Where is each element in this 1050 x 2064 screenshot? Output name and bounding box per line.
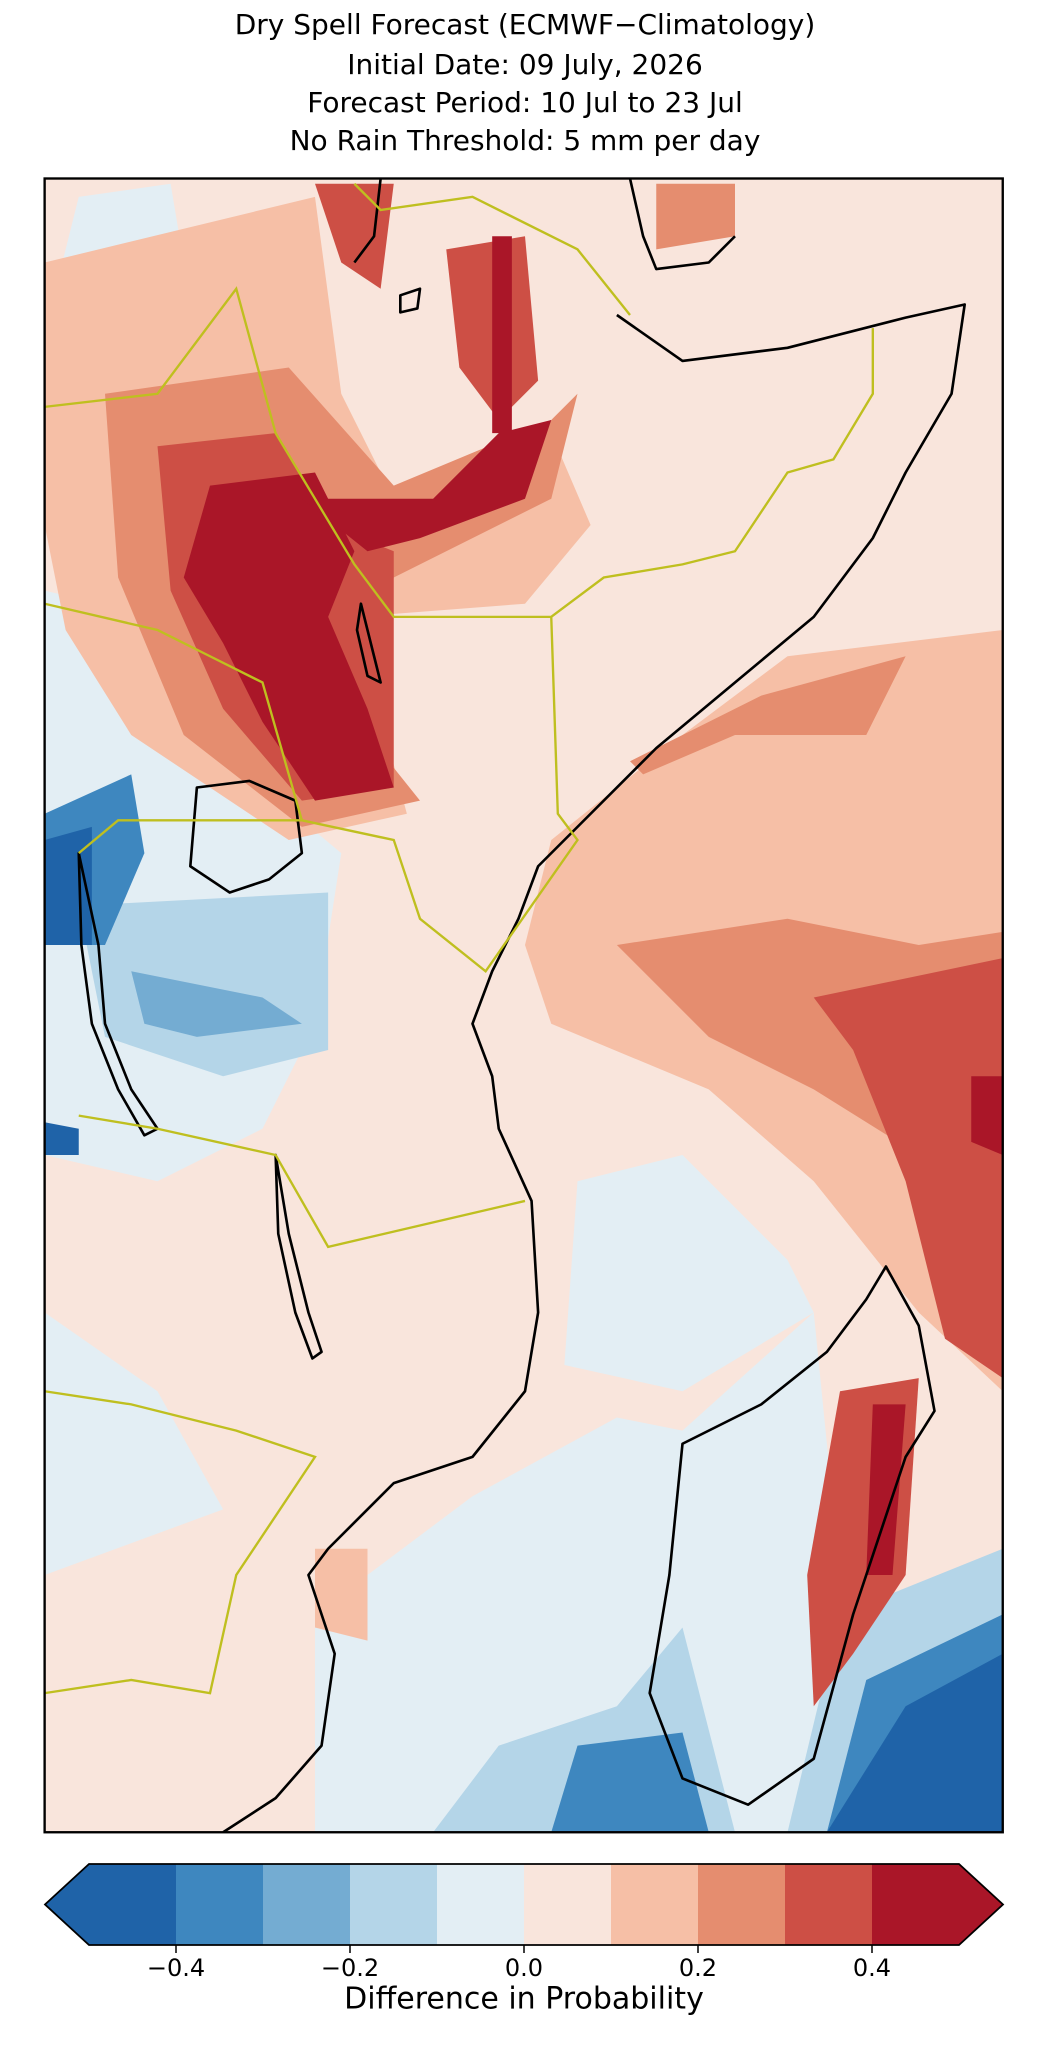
colorbar-tick-label: 0.4	[853, 1954, 891, 1982]
colorbar-segment	[611, 1864, 699, 1945]
title-line: Forecast Period: 10 Jul to 23 Jul	[307, 86, 743, 119]
colorbar-segment	[263, 1864, 351, 1945]
colorbar-segment	[524, 1864, 612, 1945]
colorbar-segment	[698, 1864, 786, 1945]
title-line: No Rain Threshold: 5 mm per day	[290, 124, 761, 157]
map-field	[44, 178, 1003, 1833]
colorbar-segment	[350, 1864, 438, 1945]
colorbar-tick-label: 0.0	[505, 1954, 543, 1982]
colorbar-tick-label: −0.2	[321, 1954, 379, 1982]
title-line: Initial Date: 09 July, 2026	[347, 48, 703, 81]
colorbar-segment	[89, 1864, 177, 1945]
colorbar-segment	[872, 1864, 960, 1945]
colorbar-outline	[43, 1863, 1005, 1946]
map	[43, 177, 1004, 1834]
colorbar-segment	[437, 1864, 525, 1945]
colorbar-extend	[45, 1864, 89, 1945]
title-line: Dry Spell Forecast (ECMWF−Climatology)	[235, 8, 816, 41]
colorbar-segment	[176, 1864, 264, 1945]
colorbar-label: Difference in Probability	[344, 1982, 704, 2017]
colorbar: −0.4 −0.2 0.0 0.2 0.4	[43, 1863, 1005, 1982]
colorbar-extend	[959, 1864, 1003, 1945]
map-frame	[43, 177, 1004, 1834]
colorbar-segment	[785, 1864, 873, 1945]
colorbar-tick-label: −0.4	[147, 1954, 205, 1982]
colorbar-tick-label: 0.2	[679, 1954, 717, 1982]
